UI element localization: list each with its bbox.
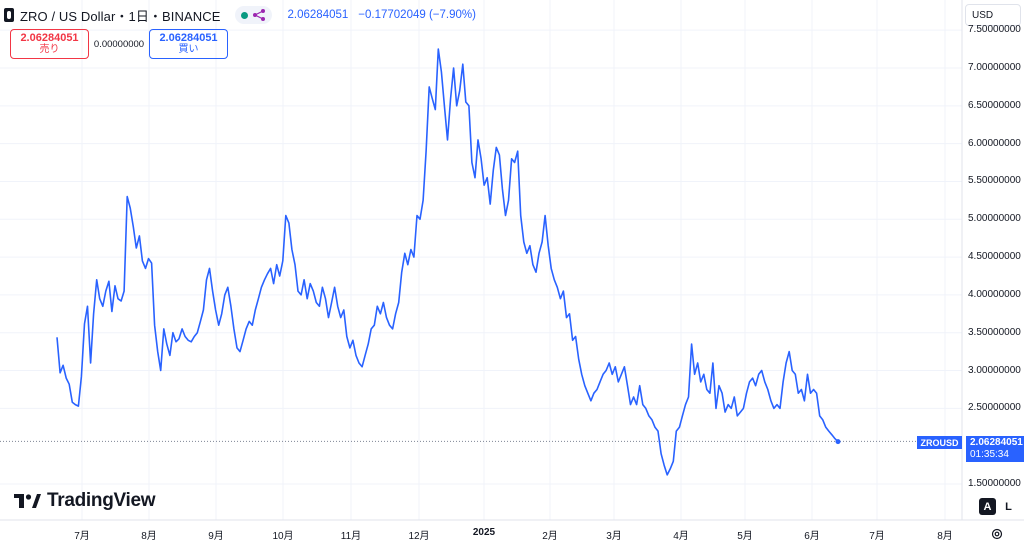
sell-price: 2.06284051 (20, 32, 79, 44)
tradingview-logo[interactable]: TradingView (14, 490, 156, 512)
price-axis-label: 1.50000000 (968, 478, 1021, 489)
price-axis-label: 5.00000000 (968, 213, 1021, 225)
header-price-change: −0.17702049 (−7.90%) (358, 9, 476, 21)
price-axis-label: 6.50000000 (968, 99, 1021, 111)
price-axis-label: 3.00000000 (968, 364, 1021, 376)
auto-scale-button[interactable]: A (979, 498, 996, 515)
time-axis-label: 3月 (606, 531, 622, 542)
time-axis-label: 7月 (869, 531, 885, 542)
sell-label: 売り (39, 44, 60, 55)
time-axis-label: 8月 (937, 531, 953, 542)
buy-button[interactable]: 2.06284051 買い (149, 29, 228, 59)
logo-text: TradingView (47, 490, 156, 511)
price-axis-label: 6.00000000 (968, 137, 1021, 149)
spread-value: 0.00000000 (93, 38, 145, 50)
time-axis-label: 10月 (272, 531, 294, 542)
price-axis-label: 4.00000000 (968, 288, 1021, 300)
time-axis-label: 5月 (737, 531, 753, 542)
time-axis-label: 4月 (673, 531, 689, 542)
buy-price: 2.06284051 (159, 32, 218, 44)
grid-lines (0, 0, 962, 520)
header-last-price: 2.06284051 (287, 9, 349, 21)
sell-button[interactable]: 2.06284051 売り (10, 29, 89, 59)
time-axis-label: 9月 (208, 531, 224, 542)
time-axis-label: 2025 (472, 527, 496, 538)
price-line (56, 48, 839, 476)
price-axis-label: 5.50000000 (968, 175, 1021, 187)
symbol-header: ZRO / US Dollar・1日・BINANCE 2.06284051 −0… (4, 5, 476, 25)
time-axis-label: 11月 (340, 531, 362, 542)
price-axis-label: 7.50000000 (968, 24, 1021, 36)
last-price-tag-value: 2.06284051 (970, 437, 1023, 448)
price-axis-label: 4.50000000 (968, 251, 1021, 263)
bar-countdown: 01:35:34 (970, 449, 1009, 460)
gear-icon[interactable] (990, 527, 1004, 541)
share-icon (252, 9, 265, 21)
symbol-price-tag: ZROUSD (917, 436, 962, 449)
price-axis-label: 2.50000000 (968, 402, 1021, 414)
trade-panel: 2.06284051 売り 0.00000000 2.06284051 買い (10, 29, 228, 59)
time-axis-label: 12月 (408, 531, 430, 542)
symbol-title[interactable]: ZRO / US Dollar・1日・BINANCE (20, 8, 221, 24)
time-axis-label: 2月 (542, 531, 558, 542)
buy-label: 買い (178, 44, 199, 55)
market-open-dot-icon (240, 11, 248, 19)
price-axis-label: 7.00000000 (968, 62, 1021, 73)
price-axis-label: 3.50000000 (968, 326, 1021, 338)
currency-selector[interactable]: USD (965, 4, 1021, 26)
tradingview-logo-icon (14, 494, 41, 508)
symbol-logo-icon (4, 8, 14, 22)
last-price-tag: 2.06284051 01:35:34 (966, 436, 1024, 462)
time-axis-label: 8月 (141, 531, 157, 542)
time-axis-label: 7月 (74, 531, 90, 542)
time-axis-label: 6月 (804, 531, 820, 542)
last-price-dot (835, 439, 841, 445)
log-scale-button[interactable]: L (1005, 500, 1012, 513)
indicator-pill[interactable] (234, 6, 272, 24)
